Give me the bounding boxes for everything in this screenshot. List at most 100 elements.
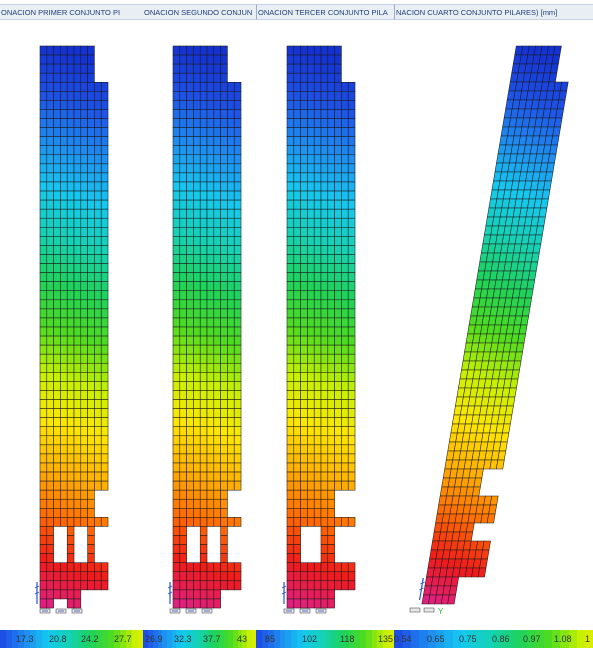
mesh-cell [347,127,356,137]
mesh-cell [233,109,242,119]
mesh-cell [46,172,54,183]
mesh-cell [293,299,301,310]
mesh-cell [73,154,82,165]
mesh-cell [220,145,228,156]
mesh-cell [39,308,48,319]
tab-cuarto-conjunto[interactable]: NACION CUARTO CONJUNTO PILARES) [mm] [394,4,593,20]
mesh-cell [46,245,54,255]
mesh-cell [193,335,201,346]
mesh-cell [39,335,48,346]
mesh-cell [94,245,102,255]
mesh-cell [66,362,75,373]
legend-color-swatch [199,630,205,648]
mesh-cell [186,299,194,310]
mesh-cell [213,163,221,174]
mesh-cell [334,326,342,337]
mesh-cell [100,290,109,301]
mesh-cell [220,544,228,554]
mesh-cell [300,272,308,282]
mesh-cell [227,326,235,337]
mesh-cell [286,335,295,346]
mesh-cell [300,435,308,446]
mesh-cell [60,571,68,582]
mesh-cell [300,299,308,310]
mesh-cell [206,54,215,65]
mesh-cell [206,272,215,282]
mesh-cell [334,163,342,174]
mesh-cell [334,290,342,301]
mesh-cell [220,308,228,319]
mesh-cell [179,399,187,409]
mesh-cell [307,100,315,110]
mesh-cell [227,480,235,491]
mesh-cell [233,471,242,482]
mesh-cell [73,208,82,219]
mesh-cell [334,118,342,128]
mesh-cell [53,45,61,56]
mesh-cell [327,571,335,582]
mesh-cell [206,344,215,355]
mesh-cell [39,172,48,183]
mesh-cell [66,381,75,391]
legend-value: 135 [378,634,394,644]
mesh-cell [199,381,208,391]
mesh-cell [46,63,54,74]
mesh-cell [94,272,102,282]
mesh-cell [313,290,322,301]
mesh-cell [530,252,540,263]
mesh-cell [320,281,329,292]
mesh-cell [60,45,68,56]
legend-color-swatch [435,630,445,648]
mesh-cell [80,163,88,174]
mesh-cell [73,72,82,83]
mesh-cell [60,181,68,192]
mesh-cell [206,245,215,255]
mesh-cell [300,118,308,128]
tab-tercer-conjunto[interactable]: ONACION TERCER CONJUNTO PILA [256,4,394,20]
mesh-cell [100,381,109,391]
mesh-cell [193,136,201,147]
mesh-cell [46,598,54,609]
mesh-cell [73,326,82,337]
mesh-cell [46,480,54,491]
mesh-cell [341,136,349,147]
mesh-cell [172,344,181,355]
mesh-cell [320,589,329,600]
mesh-cell [286,508,295,518]
mesh-cell [80,272,88,282]
tab-segundo-conjunto[interactable]: ONACION SEGUNDO CONJUN [143,4,256,20]
legend-color-swatch [89,630,96,648]
mesh-cell [172,199,181,210]
mesh-cell [80,462,88,473]
legend-color-swatch [5,630,13,648]
mesh-cell [206,227,215,237]
mesh-cell [307,435,315,446]
mesh-cell [46,81,54,92]
legend-value: 85 [265,634,276,644]
mesh-cell [193,489,201,500]
legend-color-swatch [232,630,238,648]
tab-primer-conjunto[interactable]: ONACION PRIMER CONJUNTO PI [0,4,143,20]
mesh-cell [465,522,475,533]
mesh-cell [60,408,68,418]
mesh-cell [313,163,322,174]
mesh-cell [172,535,181,545]
color-legend-3: 85 102 118 135 [256,630,394,648]
mesh-cell [313,100,322,110]
mesh-cell [213,172,221,183]
mesh-cell [87,190,95,201]
mesh-cell [300,335,308,346]
mesh-cell [307,417,315,428]
mesh-cell [46,544,54,554]
mesh-cell [199,426,208,437]
mesh-cell [227,344,235,355]
mesh-cell [307,227,315,237]
mesh-cell [94,190,102,201]
mesh-cell [94,217,102,228]
mesh-cell [213,236,221,246]
mesh-cell [327,245,335,255]
mesh-cell [193,362,201,373]
mesh-cell [53,263,61,273]
mesh-cell [193,390,201,400]
legend-color-swatch [241,630,248,648]
